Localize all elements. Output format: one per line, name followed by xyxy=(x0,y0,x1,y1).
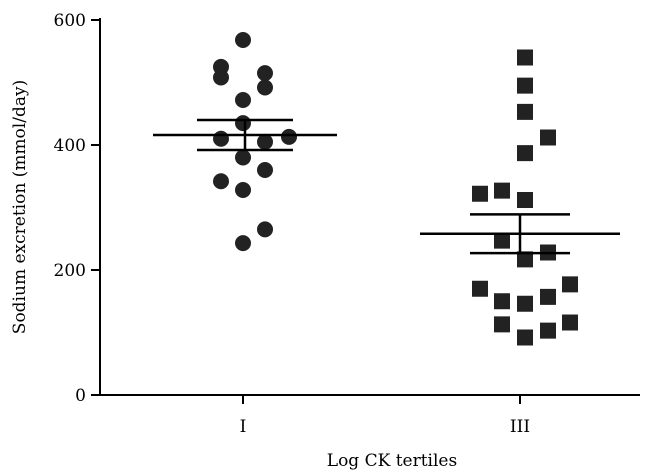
data-point-square xyxy=(540,288,556,305)
data-point-square xyxy=(540,129,556,146)
data-point-circle xyxy=(213,173,229,190)
data-point-circle xyxy=(257,133,273,150)
data-point-circle xyxy=(235,235,251,252)
data-point-square xyxy=(517,103,533,120)
data-point-square xyxy=(540,322,556,339)
data-point-square xyxy=(494,316,510,333)
data-point-circle xyxy=(213,69,229,86)
data-point-square xyxy=(562,276,578,293)
data-point-square xyxy=(517,295,533,312)
x-tick-label: III xyxy=(510,417,530,437)
y-tick-label: 200 xyxy=(54,261,86,281)
data-point-square xyxy=(517,77,533,94)
data-point-square xyxy=(517,145,533,162)
data-point-circle xyxy=(257,65,273,82)
data-point-square xyxy=(472,185,488,202)
x-ticks: I III xyxy=(240,395,530,437)
data-point-square xyxy=(494,293,510,310)
data-point-circle xyxy=(257,79,273,96)
mean-sem-bars xyxy=(153,118,620,255)
data-point-circle xyxy=(257,221,273,238)
data-point-square xyxy=(494,232,510,249)
y-axis-label: Sodium excretion (mmol/day) xyxy=(10,80,30,334)
data-point-square xyxy=(517,251,533,268)
data-point-square xyxy=(494,182,510,199)
y-tick-label: 400 xyxy=(54,136,86,156)
data-point-circle xyxy=(235,149,251,166)
data-points xyxy=(213,32,578,346)
data-point-circle xyxy=(257,162,273,178)
data-point-square xyxy=(472,280,488,297)
data-point-circle xyxy=(281,128,297,145)
data-point-square xyxy=(517,49,533,66)
y-tick-label: 600 xyxy=(54,11,86,31)
data-point-circle xyxy=(235,32,251,48)
y-tick-label: 0 xyxy=(75,386,86,406)
data-point-circle xyxy=(235,182,251,198)
data-point-circle xyxy=(235,92,251,108)
data-point-square xyxy=(517,329,533,346)
data-point-circle xyxy=(235,115,251,132)
data-point-circle xyxy=(213,130,229,147)
data-point-square xyxy=(562,314,578,331)
y-ticks: 0 200 400 600 xyxy=(54,11,100,406)
x-axis-label: Log CK tertiles xyxy=(327,451,457,471)
axes xyxy=(99,18,640,396)
data-point-square xyxy=(517,192,533,208)
x-tick-label: I xyxy=(240,417,247,437)
